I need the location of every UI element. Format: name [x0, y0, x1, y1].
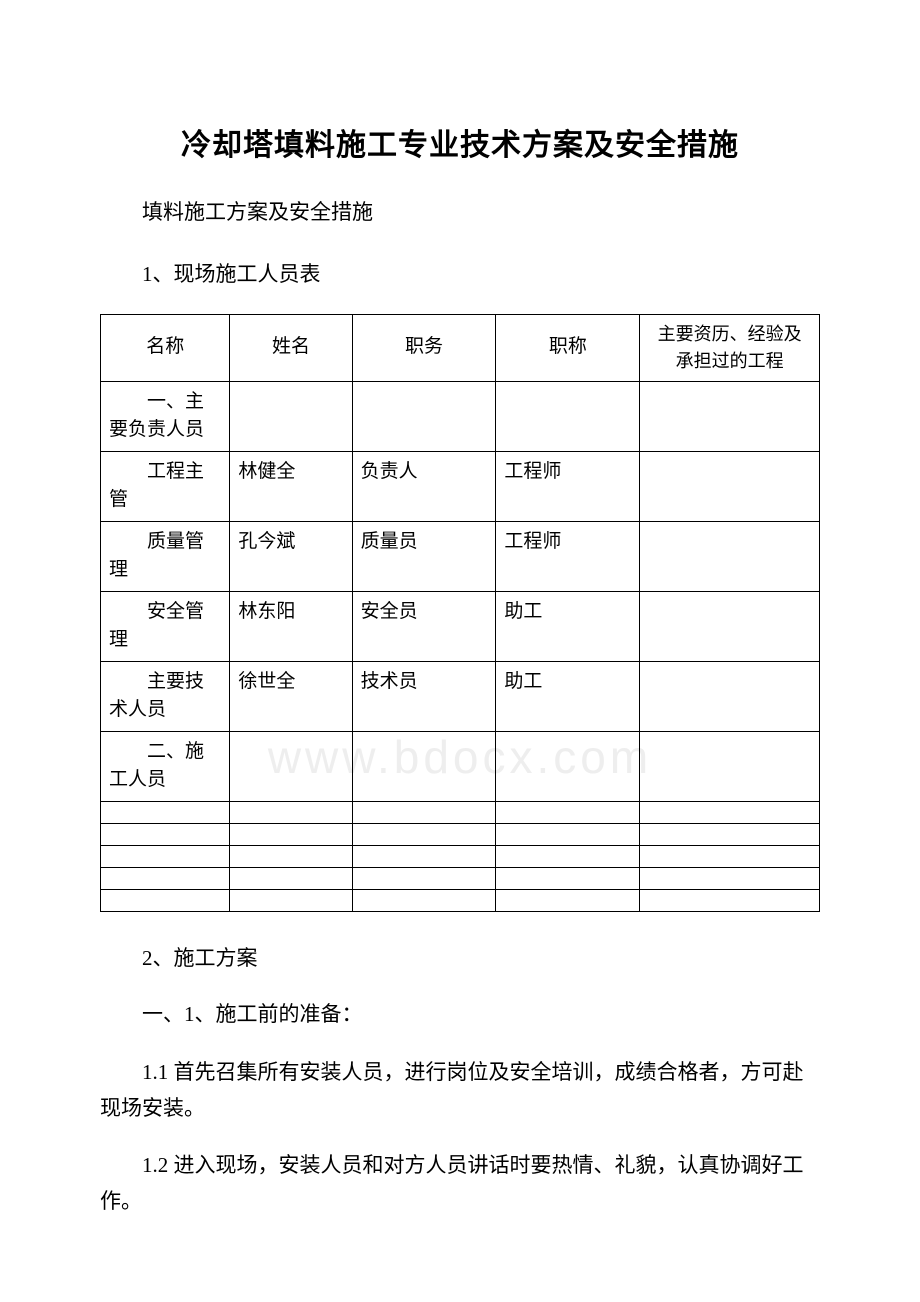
- table-cell: [640, 823, 820, 845]
- table-cell: [496, 867, 640, 889]
- table-body: 一、主要负责人员工程主管林健全负责人工程师质量管理孔今斌质量员工程师安全管理林东…: [101, 381, 820, 911]
- table-cell: 质量管理: [101, 521, 230, 591]
- table-cell: [101, 823, 230, 845]
- table-cell: 助工: [496, 591, 640, 661]
- table-cell: [496, 381, 640, 451]
- table-cell: [230, 823, 352, 845]
- table-cell: 工程师: [496, 521, 640, 591]
- table-cell: [352, 845, 496, 867]
- table-cell: 孔今斌: [230, 521, 352, 591]
- table-header-experience: 主要资历、经验及 承担过的工程: [640, 314, 820, 381]
- table-cell: [352, 381, 496, 451]
- table-cell: 一、主要负责人员: [101, 381, 230, 451]
- paragraph-1-2: 1.2 进入现场，安装人员和对方人员讲话时要热情、礼貌，认真协调好工作。: [100, 1148, 820, 1219]
- table-cell: [496, 801, 640, 823]
- table-cell: [640, 845, 820, 867]
- section-1-heading: 1、现场施工人员表: [100, 256, 820, 294]
- table-row: 工程主管林健全负责人工程师: [101, 451, 820, 521]
- table-cell: 负责人: [352, 451, 496, 521]
- table-cell: [230, 731, 352, 801]
- table-cell: 林健全: [230, 451, 352, 521]
- table-cell: [496, 845, 640, 867]
- table-cell: [640, 889, 820, 911]
- table-cell: [640, 381, 820, 451]
- table-header-exp-line2: 承担过的工程: [676, 351, 784, 371]
- document-subtitle: 填料施工方案及安全措施: [100, 194, 820, 232]
- table-cell: [101, 845, 230, 867]
- table-cell: 安全管理: [101, 591, 230, 661]
- table-cell: [230, 801, 352, 823]
- table-cell: [640, 661, 820, 731]
- table-row: [101, 889, 820, 911]
- table-cell: [101, 801, 230, 823]
- table-row: [101, 845, 820, 867]
- table-cell: 技术员: [352, 661, 496, 731]
- table-row: 质量管理孔今斌质量员工程师: [101, 521, 820, 591]
- table-cell: 工程主管: [101, 451, 230, 521]
- table-cell: 安全员: [352, 591, 496, 661]
- table-header-title: 职称: [496, 314, 640, 381]
- table-cell: [496, 889, 640, 911]
- table-row: [101, 867, 820, 889]
- table-header-person-name: 姓名: [230, 314, 352, 381]
- document-title: 冷却塔填料施工专业技术方案及安全措施: [100, 120, 820, 164]
- preparation-heading: 一、1、施工前的准备：: [100, 997, 820, 1033]
- table-header-position: 职务: [352, 314, 496, 381]
- table-cell: [101, 889, 230, 911]
- section-2-heading: 2、施工方案: [100, 940, 820, 978]
- table-cell: [352, 731, 496, 801]
- paragraph-1-1: 1.1 首先召集所有安装人员，进行岗位及安全培训，成绩合格者，方可赴现场安装。: [100, 1055, 820, 1126]
- table-cell: 林东阳: [230, 591, 352, 661]
- table-cell: 质量员: [352, 521, 496, 591]
- personnel-table: 名称 姓名 职务 职称 主要资历、经验及 承担过的工程 一、主要负责人员工程主管…: [100, 314, 820, 912]
- table-cell: [640, 801, 820, 823]
- table-cell: [496, 823, 640, 845]
- table-row: [101, 801, 820, 823]
- table-cell: 工程师: [496, 451, 640, 521]
- table-cell: [640, 591, 820, 661]
- table-cell: [230, 889, 352, 911]
- table-row: 主要技术人员徐世全技术员助工: [101, 661, 820, 731]
- table-cell: [496, 731, 640, 801]
- table-cell: [640, 867, 820, 889]
- table-header-name: 名称: [101, 314, 230, 381]
- table-cell: [230, 867, 352, 889]
- table-cell: [230, 845, 352, 867]
- table-cell: 助工: [496, 661, 640, 731]
- table-cell: [352, 823, 496, 845]
- table-row: 二、施工人员: [101, 731, 820, 801]
- table-cell: [352, 867, 496, 889]
- table-cell: 主要技术人员: [101, 661, 230, 731]
- table-cell: [352, 801, 496, 823]
- table-cell: [101, 867, 230, 889]
- table-cell: [640, 451, 820, 521]
- table-cell: 徐世全: [230, 661, 352, 731]
- table-cell: [352, 889, 496, 911]
- table-row: 安全管理林东阳安全员助工: [101, 591, 820, 661]
- table-cell: [640, 521, 820, 591]
- table-header-row: 名称 姓名 职务 职称 主要资历、经验及 承担过的工程: [101, 314, 820, 381]
- table-row: 一、主要负责人员: [101, 381, 820, 451]
- table-row: [101, 823, 820, 845]
- table-cell: [640, 731, 820, 801]
- table-header-exp-line1: 主要资历、经验及: [658, 324, 802, 344]
- page-container: www.bdocx.com 冷却塔填料施工专业技术方案及安全措施 填料施工方案及…: [100, 120, 820, 1220]
- table-cell: [230, 381, 352, 451]
- table-cell: 二、施工人员: [101, 731, 230, 801]
